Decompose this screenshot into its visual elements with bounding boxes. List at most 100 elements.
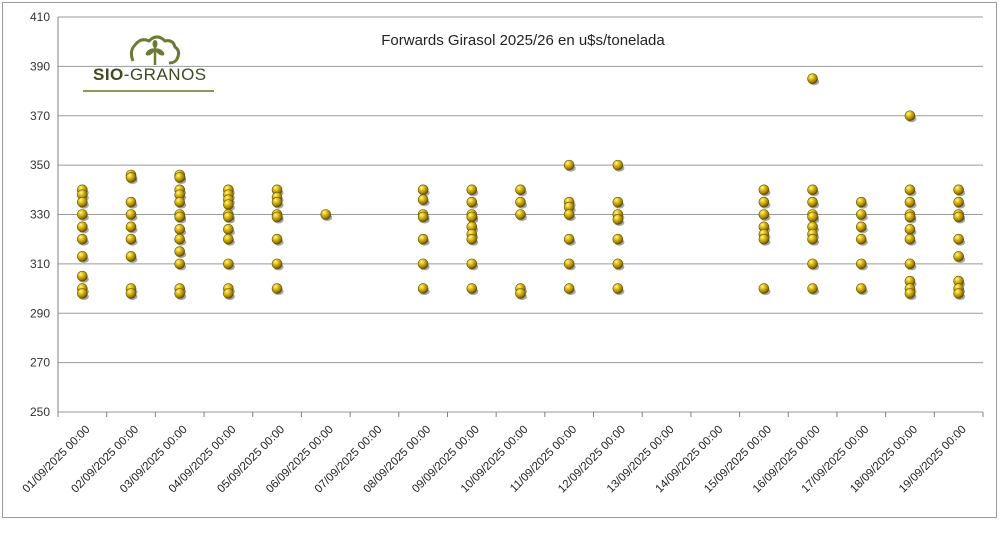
- data-point: [758, 196, 770, 208]
- data-point: [125, 172, 137, 183]
- data-point: [466, 258, 478, 270]
- data-point: [612, 283, 624, 294]
- data-point: [953, 196, 964, 208]
- data-point: [904, 211, 916, 223]
- data-point: [855, 258, 867, 270]
- data-point: [515, 209, 526, 220]
- data-point: [904, 233, 916, 245]
- data-point: [320, 209, 332, 220]
- data-point: [223, 288, 234, 299]
- data-point: [125, 251, 137, 262]
- data-point: [125, 233, 137, 245]
- data-point: [77, 196, 88, 208]
- data-point: [807, 73, 818, 85]
- data-point: [855, 221, 867, 233]
- data-point: [125, 221, 137, 233]
- data-point: [174, 288, 186, 299]
- data-point: [515, 196, 526, 208]
- data-point: [855, 196, 867, 208]
- data-point: [271, 211, 283, 223]
- data-point: [515, 288, 526, 299]
- data-point: [953, 233, 964, 245]
- y-tick-label: 250: [30, 405, 50, 419]
- data-point: [612, 159, 624, 171]
- data-point: [417, 211, 429, 223]
- data-point: [515, 184, 526, 196]
- data-point: [758, 283, 770, 294]
- data-point: [904, 224, 916, 235]
- data-point: [953, 211, 964, 223]
- data-point: [612, 196, 624, 208]
- sio-granos-logo: SIO-GRANOS: [83, 29, 218, 95]
- data-point: [466, 196, 478, 208]
- data-point: [271, 196, 283, 208]
- data-point: [271, 283, 283, 294]
- data-point: [953, 251, 964, 262]
- data-point: [417, 283, 429, 294]
- data-point: [563, 283, 575, 294]
- data-point: [466, 184, 478, 196]
- data-point: [466, 283, 478, 294]
- data-point: [125, 288, 137, 299]
- data-point: [563, 233, 575, 245]
- chart-frame: 250 270 290 310 330 350 370 390 410 01/09/2025 00…: [2, 2, 997, 518]
- y-tick-label: 410: [30, 10, 50, 24]
- data-point: [417, 194, 429, 205]
- data-point: [77, 233, 88, 245]
- plant-icon: [129, 35, 181, 65]
- data-point: [223, 211, 234, 223]
- data-point: [904, 258, 916, 270]
- data-point: [271, 233, 283, 245]
- data-point: [563, 209, 575, 220]
- data-point: [223, 258, 234, 270]
- data-point: [223, 199, 234, 210]
- data-point: [77, 221, 88, 233]
- data-point: [904, 184, 916, 196]
- data-point: [174, 246, 186, 257]
- data-point: [807, 196, 818, 208]
- y-tick-label: 330: [30, 208, 50, 222]
- data-point: [807, 283, 818, 294]
- y-tick-label: 270: [30, 356, 50, 370]
- data-point: [417, 233, 429, 245]
- y-tick-label: 390: [30, 59, 50, 73]
- data-point: [77, 288, 88, 299]
- data-point: [904, 196, 916, 208]
- data-point: [612, 214, 624, 225]
- data-point: [174, 258, 186, 270]
- data-point: [758, 233, 770, 245]
- data-point: [77, 251, 88, 262]
- data-point: [758, 184, 770, 196]
- data-point: [174, 224, 186, 235]
- data-point: [77, 270, 88, 282]
- data-point: [953, 184, 964, 196]
- data-point: [758, 209, 770, 220]
- data-point: [904, 288, 916, 299]
- data-point: [466, 233, 478, 245]
- data-point: [904, 110, 916, 122]
- y-tick-label: 370: [30, 109, 50, 123]
- data-point: [807, 258, 818, 270]
- data-point: [855, 283, 867, 294]
- data-point: [174, 196, 186, 208]
- data-point: [563, 159, 575, 171]
- data-point: [125, 196, 137, 208]
- data-point: [77, 209, 88, 220]
- data-point: [271, 258, 283, 270]
- y-tick-label: 290: [30, 306, 50, 320]
- data-point: [466, 211, 478, 223]
- data-point: [223, 224, 234, 235]
- data-point: [563, 258, 575, 270]
- data-point: [855, 233, 867, 245]
- data-point: [174, 233, 186, 245]
- chart-title: Forwards Girasol 2025/26 en u$s/tonelada: [381, 32, 665, 49]
- data-point: [174, 211, 186, 223]
- y-tick-label: 350: [30, 158, 50, 172]
- data-point: [417, 258, 429, 270]
- data-point: [612, 233, 624, 245]
- data-point: [855, 209, 867, 220]
- data-point: [174, 172, 186, 183]
- data-point: [807, 233, 818, 245]
- data-point: [807, 211, 818, 223]
